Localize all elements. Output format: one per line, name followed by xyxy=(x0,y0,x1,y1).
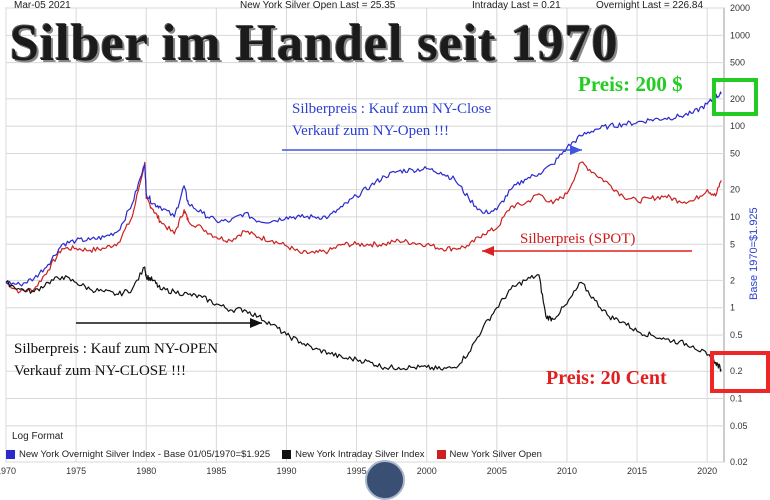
y-tick-label: 20 xyxy=(730,185,740,195)
spot-arrow-head xyxy=(482,246,494,256)
legend-item-intraday: New York Intraday Silver Index xyxy=(295,448,425,460)
y-tick-label: 2 xyxy=(730,275,735,285)
overnight-annotation: Silberpreis : Kauf zum NY-Close Verkauf … xyxy=(292,98,491,142)
y-tick-label: 0.05 xyxy=(730,421,748,431)
overnight-annotation-line2: Verkauf zum NY-Open !!! xyxy=(292,123,450,139)
y-tick-label: 0.1 xyxy=(730,394,743,404)
legend-swatch-open xyxy=(436,449,446,459)
overnight-arrow-head xyxy=(570,145,582,155)
x-tick-label: 1995 xyxy=(347,466,367,476)
legend-swatch-intraday xyxy=(282,449,292,459)
y-tick-label: 500 xyxy=(730,58,745,68)
x-tick-label: 2015 xyxy=(627,466,647,476)
x-tick-label: 2020 xyxy=(697,466,717,476)
intraday-annotation-line2: Verkauf zum NY-CLOSE !!! xyxy=(14,363,187,379)
y-tick-label: 5 xyxy=(730,239,735,249)
chart-legend: New York Overnight Silver Index - Base 0… xyxy=(6,447,542,461)
intraday-annotation-line1: Silberpreis : Kauf zum NY-OPEN xyxy=(14,341,219,357)
header-date: Mar-05 2021 xyxy=(14,0,71,11)
header-silver-open: New York Silver Open Last = 25.35 xyxy=(240,0,396,11)
y-tick-label: 0.02 xyxy=(730,457,748,467)
legend-swatch-overnight xyxy=(6,449,15,459)
x-tick-label: 1990 xyxy=(276,466,296,476)
plot-area xyxy=(5,7,725,463)
y-tick-label: 0.5 xyxy=(730,330,743,340)
x-tick-label: 1970 xyxy=(0,466,16,476)
legend-item-overnight: New York Overnight Silver Index - Base 0… xyxy=(19,448,271,460)
x-tick-label: 1980 xyxy=(136,466,156,476)
y-tick-label: 1 xyxy=(730,303,735,313)
header-overnight: Overnight Last = 226.84 xyxy=(596,0,704,11)
price-high-label: Preis: 200 $ xyxy=(578,72,683,96)
chart-title: Silber im Handel seit 1970 xyxy=(10,15,619,72)
y-tick-label: 0.2 xyxy=(730,366,743,376)
intraday-annotation: Silberpreis : Kauf zum NY-OPEN Verkauf z… xyxy=(14,338,218,382)
x-tick-label: 1975 xyxy=(66,466,86,476)
header-intraday: Intraday Last = 0.21 xyxy=(472,0,561,11)
y-tick-label: 50 xyxy=(730,148,740,158)
intraday-arrow-head xyxy=(250,318,262,328)
spot-annotation: Silberpreis (SPOT) xyxy=(520,231,636,247)
price-high-highlight-box xyxy=(712,78,758,116)
y-tick-label: 2000 xyxy=(730,3,750,13)
x-tick-label: 2000 xyxy=(417,466,437,476)
overnight-series-line xyxy=(5,91,722,287)
intraday-series-line xyxy=(5,266,722,372)
legend-item-open: New York Silver Open xyxy=(449,448,542,460)
x-tick-label: 2005 xyxy=(487,466,507,476)
x-tick-label: 2010 xyxy=(557,466,577,476)
y-tick-label: 100 xyxy=(730,121,745,131)
coin-logo-icon xyxy=(365,460,405,500)
y-tick-label: 10 xyxy=(730,212,740,222)
y-tick-label: 1000 xyxy=(730,30,750,40)
x-tick-label: 1985 xyxy=(206,466,226,476)
silver-price-chart: 200010005002001005020105210.50.20.10.050… xyxy=(0,3,750,476)
y-tick-label: 200 xyxy=(730,94,745,104)
open-series-line xyxy=(5,161,722,294)
log-format-label: Log Format xyxy=(12,431,64,442)
price-low-highlight-box xyxy=(710,351,770,393)
y-axis-title: Base 1970=$1.925 xyxy=(748,207,760,300)
overnight-annotation-line1: Silberpreis : Kauf zum NY-Close xyxy=(292,101,492,117)
price-low-label: Preis: 20 Cent xyxy=(546,367,667,389)
